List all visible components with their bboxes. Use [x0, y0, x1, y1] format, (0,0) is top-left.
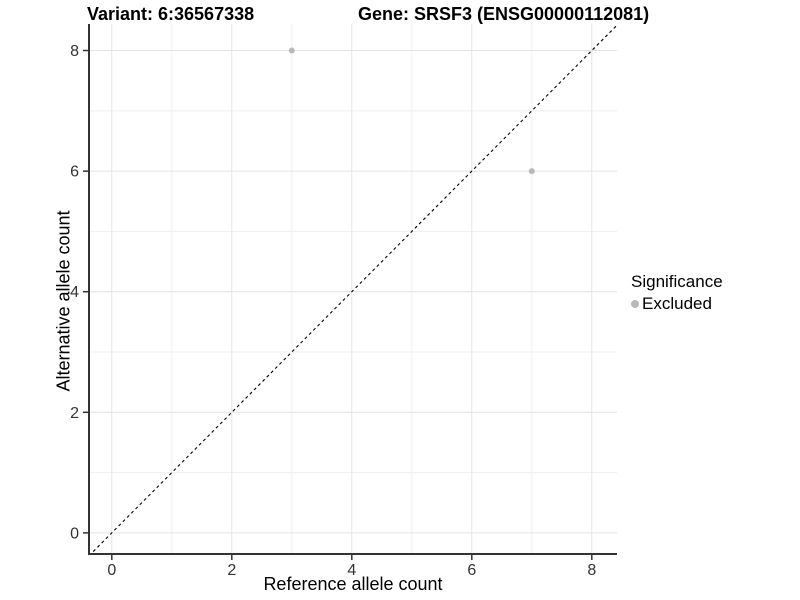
- plot-title-variant: Variant: 6:36567338: [87, 4, 255, 24]
- data-point: [288, 47, 295, 54]
- legend-item-excluded: Excluded: [631, 294, 723, 313]
- x-axis-title: Reference allele count: [263, 574, 443, 594]
- x-tick-label: 6: [467, 562, 476, 579]
- plot-title-gene: Gene: SRSF3 (ENSG00000112081): [358, 4, 650, 24]
- legend: Significance Excluded: [631, 272, 723, 313]
- x-tick-label: 4: [347, 562, 356, 579]
- x-tick-label: 0: [107, 562, 116, 579]
- y-axis-title: Alternative allele count: [53, 210, 74, 392]
- y-tick-label: 2: [70, 405, 79, 422]
- y-tick-label: 8: [70, 43, 79, 60]
- excluded-point-icon: [631, 299, 639, 308]
- legend-item-label: Excluded: [642, 294, 712, 313]
- y-tick-label: 4: [70, 284, 79, 301]
- identity-reference-line: [90, 24, 617, 554]
- x-tick-label: 2: [227, 562, 236, 579]
- legend-title: Significance: [631, 272, 723, 291]
- y-tick-label: 6: [70, 164, 79, 181]
- data-point: [528, 168, 535, 175]
- x-tick-label: 8: [587, 562, 596, 579]
- y-tick-label: 0: [70, 525, 79, 542]
